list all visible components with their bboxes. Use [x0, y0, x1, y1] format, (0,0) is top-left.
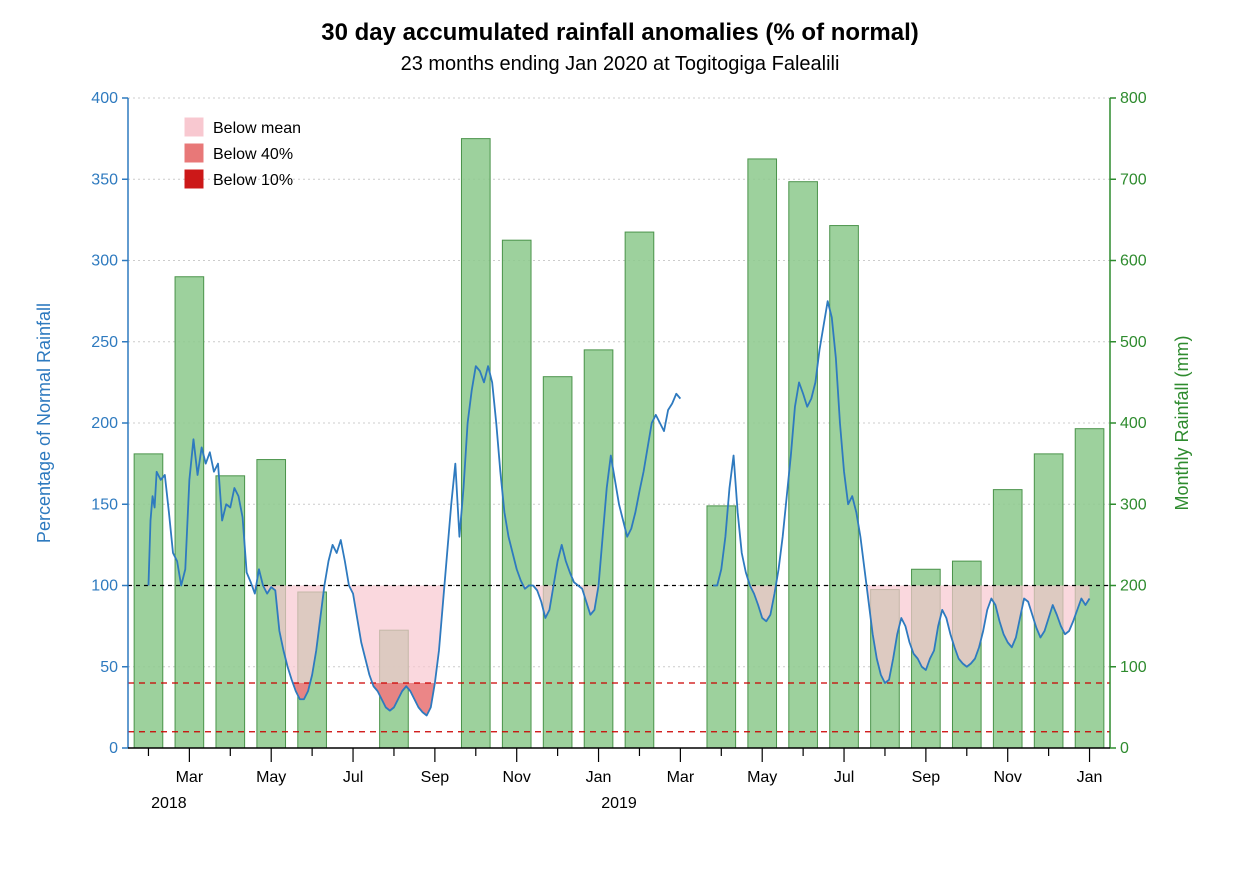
legend-label: Below 40%: [213, 146, 293, 163]
monthly-rainfall-bar: [707, 506, 736, 748]
legend-swatch: [185, 118, 203, 136]
xtick-month: Jan: [1077, 769, 1103, 786]
legend-label: Below 10%: [213, 172, 293, 189]
xtick-month: Jul: [834, 769, 854, 786]
monthly-rainfall-bar: [830, 226, 859, 748]
xtick-month: May: [747, 769, 777, 786]
ytick-left: 100: [91, 578, 118, 595]
ytick-right: 400: [1120, 415, 1147, 432]
xtick-month: May: [256, 769, 286, 786]
xtick-month: Nov: [993, 769, 1021, 786]
chart-title-main: 30 day accumulated rainfall anomalies (%…: [321, 19, 919, 46]
ytick-right: 700: [1120, 171, 1147, 188]
legend-swatch: [185, 144, 203, 162]
ytick-right: 600: [1120, 253, 1147, 270]
ytick-left: 350: [91, 171, 118, 188]
ytick-left: 400: [91, 90, 118, 107]
xtick-year: 2019: [601, 795, 637, 812]
ytick-right: 300: [1120, 496, 1147, 513]
chart-title-sub: 23 months ending Jan 2020 at Togitogiga …: [401, 53, 840, 75]
y-axis-label-right: Monthly Rainfall (mm): [1172, 335, 1192, 510]
monthly-rainfall-bar: [134, 454, 163, 748]
ytick-right: 0: [1120, 740, 1129, 757]
legend-swatch: [185, 170, 203, 188]
ytick-left: 50: [100, 659, 118, 676]
ytick-left: 150: [91, 496, 118, 513]
chart-container: 30 day accumulated rainfall anomalies (%…: [0, 0, 1240, 885]
ytick-right: 200: [1120, 578, 1147, 595]
monthly-rainfall-bar: [175, 277, 204, 748]
xtick-month: Sep: [912, 769, 941, 786]
ytick-left: 250: [91, 334, 118, 351]
chart-svg: 30 day accumulated rainfall anomalies (%…: [0, 0, 1240, 885]
ytick-right: 800: [1120, 90, 1147, 107]
ytick-left: 0: [109, 740, 118, 757]
ytick-right: 100: [1120, 659, 1147, 676]
monthly-rainfall-bar: [216, 476, 245, 748]
xtick-month: Mar: [176, 769, 204, 786]
xtick-month: Jul: [343, 769, 363, 786]
xtick-month: Sep: [421, 769, 450, 786]
legend-label: Below mean: [213, 120, 301, 137]
ytick-left: 200: [91, 415, 118, 432]
ytick-right: 500: [1120, 334, 1147, 351]
monthly-rainfall-bar: [584, 350, 613, 748]
y-axis-label-left: Percentage of Normal Rainfall: [34, 303, 54, 543]
xtick-month: Nov: [502, 769, 530, 786]
ytick-left: 300: [91, 253, 118, 270]
xtick-year: 2018: [151, 795, 187, 812]
monthly-rainfall-bar: [502, 240, 531, 748]
monthly-rainfall-bar: [789, 182, 818, 748]
xtick-month: Mar: [667, 769, 695, 786]
monthly-rainfall-bar: [748, 159, 777, 748]
xtick-month: Jan: [586, 769, 612, 786]
